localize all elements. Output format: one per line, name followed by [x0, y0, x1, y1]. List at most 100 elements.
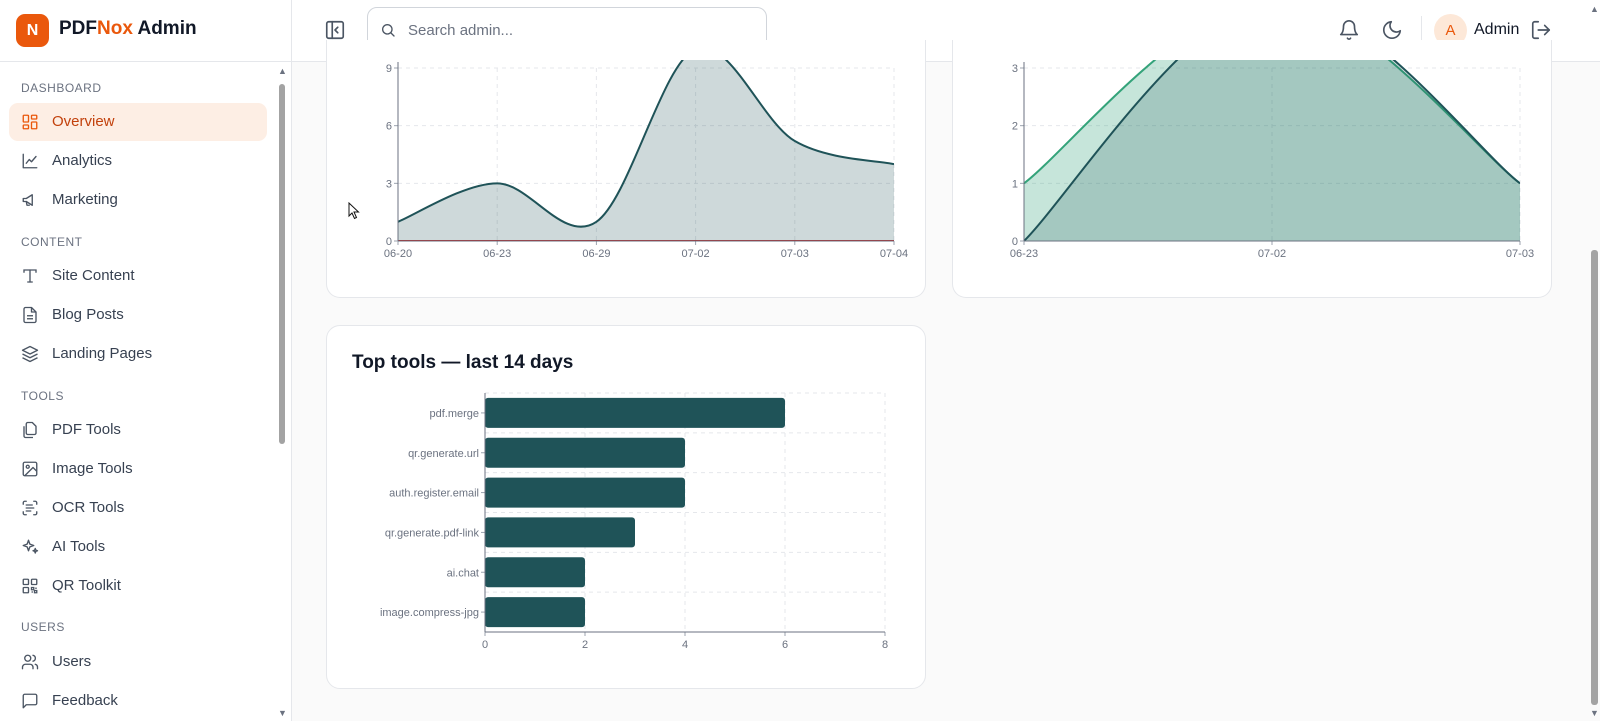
series-group — [398, 60, 894, 241]
sidebar-border — [291, 0, 292, 721]
y-tick-label: ai.chat — [447, 567, 479, 579]
y-tick-label: 0 — [1012, 236, 1018, 248]
x-tick-label: 06-23 — [483, 248, 511, 260]
brand-name-suffix: Admin — [132, 18, 197, 39]
top-header: N PDFNox Admin A Admin — [0, 0, 1600, 62]
x-tick-label: 06-23 — [1010, 248, 1038, 260]
bar — [485, 397, 785, 428]
files-icon — [23, 421, 37, 439]
sidebar-item-users[interactable]: Users — [9, 643, 267, 681]
sidebar-item-landing-pages[interactable]: Landing Pages — [9, 335, 267, 373]
x-tick-label: 06-20 — [384, 248, 412, 260]
brand-name[interactable]: PDFNox Admin — [59, 18, 197, 40]
sidebar-scroll-down[interactable]: ▼ — [278, 708, 287, 718]
x-tick-label: 07-04 — [880, 248, 908, 260]
sidebar-item-label: Users — [52, 653, 92, 670]
page-scroll-down[interactable]: ▼ — [1590, 708, 1599, 718]
mouse-cursor-icon — [348, 202, 360, 220]
sidebar-toggle-icon[interactable] — [324, 19, 346, 41]
series-area — [398, 60, 894, 241]
y-tick-label: 3 — [1012, 63, 1018, 75]
chart-card-1: 0 3 6 9 06-20 06-23 06-29 07-02 07-03 07-04 — [326, 40, 926, 298]
sidebar-item-label: OCR Tools — [52, 499, 125, 516]
y-tick-label: qr.generate.url — [408, 448, 479, 460]
user-name[interactable]: Admin — [1474, 21, 1520, 38]
sidebar-item-label: QR Toolkit — [52, 577, 121, 594]
sidebar-item-label: Landing Pages — [52, 345, 153, 362]
page-scrollbar[interactable] — [1591, 250, 1598, 705]
series-group — [1024, 60, 1520, 241]
x-tick-label: 2 — [582, 639, 588, 651]
logout-icon[interactable] — [1530, 19, 1552, 41]
layers-icon — [21, 345, 39, 363]
x-tick-label: 07-02 — [682, 248, 710, 260]
bar — [485, 477, 685, 508]
moon-icon[interactable] — [1381, 19, 1403, 41]
y-tick-label: 2 — [1012, 121, 1018, 133]
sidebar-item-label: Overview — [52, 113, 115, 130]
bar — [485, 437, 685, 468]
sidebar-item-overview[interactable]: Overview — [9, 103, 267, 141]
y-tick-label: 6 — [386, 121, 392, 133]
brand-name-accent: Nox — [97, 18, 133, 39]
search-input[interactable] — [406, 18, 750, 42]
sparkles-icon — [22, 539, 39, 554]
chart-card-2: 0 1 2 3 06-23 07-02 07-03 — [952, 40, 1552, 298]
sidebar-item-qr-toolkit[interactable]: QR Toolkit — [9, 567, 267, 605]
sidebar-item-marketing[interactable]: Marketing — [9, 181, 267, 219]
sidebar-item-label: Blog Posts — [52, 306, 124, 323]
sidebar: DASHBOARD Overview Analytics Marketing C… — [0, 62, 291, 721]
users-icon — [21, 654, 39, 670]
sidebar-item-ai-tools[interactable]: AI Tools — [9, 528, 267, 566]
bar — [485, 597, 585, 628]
sidebar-item-analytics[interactable]: Analytics — [9, 142, 267, 180]
section-label-tools: TOOLS — [21, 389, 64, 403]
sidebar-scrollbar[interactable] — [279, 84, 285, 444]
x-tick-label: 07-02 — [1258, 248, 1286, 260]
scan-text-icon — [22, 500, 38, 516]
sidebar-item-blog-posts[interactable]: Blog Posts — [9, 296, 267, 334]
y-tick-label: 1 — [1012, 178, 1018, 190]
bell-icon[interactable] — [1338, 19, 1360, 41]
message-icon — [22, 693, 38, 709]
search-icon — [382, 24, 395, 37]
sidebar-item-site-content[interactable]: Site Content — [9, 257, 267, 295]
bar-chart-top-tools: 0 2 4 6 8 pdf.merge qr.generate.url auth.regist… — [380, 392, 888, 651]
x-tick-label: 07-03 — [781, 248, 809, 260]
y-tick-label: pdf.merge — [429, 408, 479, 420]
bar — [485, 557, 585, 588]
sidebar-item-label: Image Tools — [52, 460, 133, 477]
series-line — [1024, 60, 1520, 241]
sidebar-scroll-up[interactable]: ▲ — [278, 66, 287, 76]
type-icon — [23, 269, 37, 283]
area-chart-1: 0 3 6 9 06-20 06-23 06-29 07-02 07-03 07-04 — [384, 60, 908, 260]
qr-code-icon — [22, 578, 38, 594]
line-chart-icon — [22, 153, 38, 169]
series-area — [1024, 60, 1520, 241]
y-tick-label: 3 — [386, 178, 392, 190]
y-tick-label: 9 — [386, 63, 392, 75]
x-tick-label: 07-03 — [1506, 248, 1534, 260]
sidebar-item-ocr-tools[interactable]: OCR Tools — [9, 489, 267, 527]
sidebar-item-image-tools[interactable]: Image Tools — [9, 450, 267, 488]
card-title: Top tools — last 14 days — [352, 352, 574, 373]
y-tick-label: qr.generate.pdf-link — [385, 527, 480, 539]
x-tick-label: 6 — [782, 639, 788, 651]
series-line — [398, 60, 894, 228]
sidebar-item-feedback[interactable]: Feedback — [9, 682, 267, 720]
sidebar-item-pdf-tools[interactable]: PDF Tools — [9, 411, 267, 449]
logo-badge: N — [16, 14, 49, 47]
megaphone-icon — [22, 194, 33, 206]
sidebar-item-label: Feedback — [52, 692, 118, 709]
x-tick-label: 0 — [482, 639, 488, 651]
image-icon — [22, 461, 38, 477]
bar — [485, 517, 635, 548]
top-tools-card: Top tools — last 14 days 0 2 4 6 8 pdf.merge q… — [326, 325, 926, 689]
sidebar-item-label: Marketing — [52, 191, 118, 208]
series-line — [1024, 60, 1520, 185]
sidebar-item-label: PDF Tools — [52, 421, 121, 438]
page-scroll-up[interactable]: ▲ — [1590, 4, 1599, 14]
grid-icon — [22, 114, 38, 130]
sidebar-item-label: AI Tools — [52, 538, 106, 555]
series-area — [1024, 60, 1520, 241]
